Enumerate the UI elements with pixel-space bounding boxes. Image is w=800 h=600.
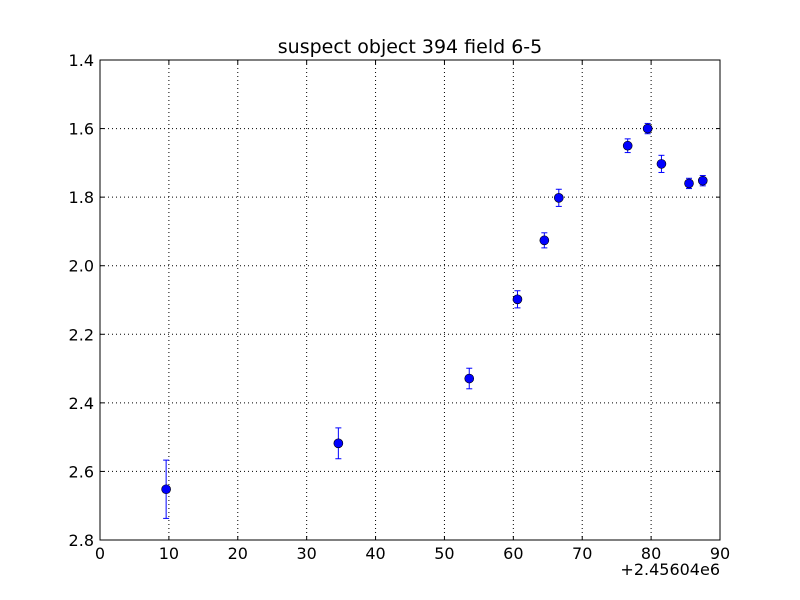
x-tick-label: 90	[710, 544, 730, 563]
x-tick-label: 20	[228, 544, 248, 563]
y-tick-label: 1.8	[69, 188, 94, 207]
data-point	[697, 175, 708, 186]
data-point	[512, 294, 523, 305]
x-offset-label: +2.45604e6	[620, 560, 720, 579]
x-tick-label: 0	[95, 544, 105, 563]
data-point	[161, 484, 171, 495]
x-tick-label: 70	[572, 544, 592, 563]
data-point	[539, 235, 550, 246]
data-series	[161, 122, 708, 519]
data-point	[333, 438, 344, 449]
y-tick-label: 1.4	[69, 51, 94, 70]
chart-title: suspect object 394 field 6-5	[278, 36, 543, 58]
y-tick-label: 2.8	[69, 531, 94, 550]
y-tick-label: 1.6	[69, 120, 94, 139]
x-tick-label: 60	[503, 544, 523, 563]
x-tick-label: 30	[296, 544, 316, 563]
data-point	[656, 159, 667, 169]
x-tick-label: 80	[641, 544, 661, 563]
y-tick-label: 2.2	[69, 325, 94, 344]
y-tick-label: 2.0	[69, 257, 94, 276]
x-tick-label: 40	[365, 544, 385, 563]
data-point	[684, 178, 694, 189]
data-point	[642, 123, 653, 134]
data-point	[464, 373, 475, 384]
data-point	[553, 193, 564, 203]
plot-frame	[99, 59, 721, 541]
axis-ticks: 0 10 20 30 40 50 60 70 80 90 1.4 1.6 1.8 2.0 2.2 2.4 2.6…	[69, 51, 731, 563]
y-tick-label: 2.6	[69, 462, 94, 481]
x-tick-label: 10	[159, 544, 179, 563]
data-point	[622, 140, 633, 151]
x-tick-label: 50	[434, 544, 454, 563]
y-tick-label: 2.4	[69, 394, 94, 413]
